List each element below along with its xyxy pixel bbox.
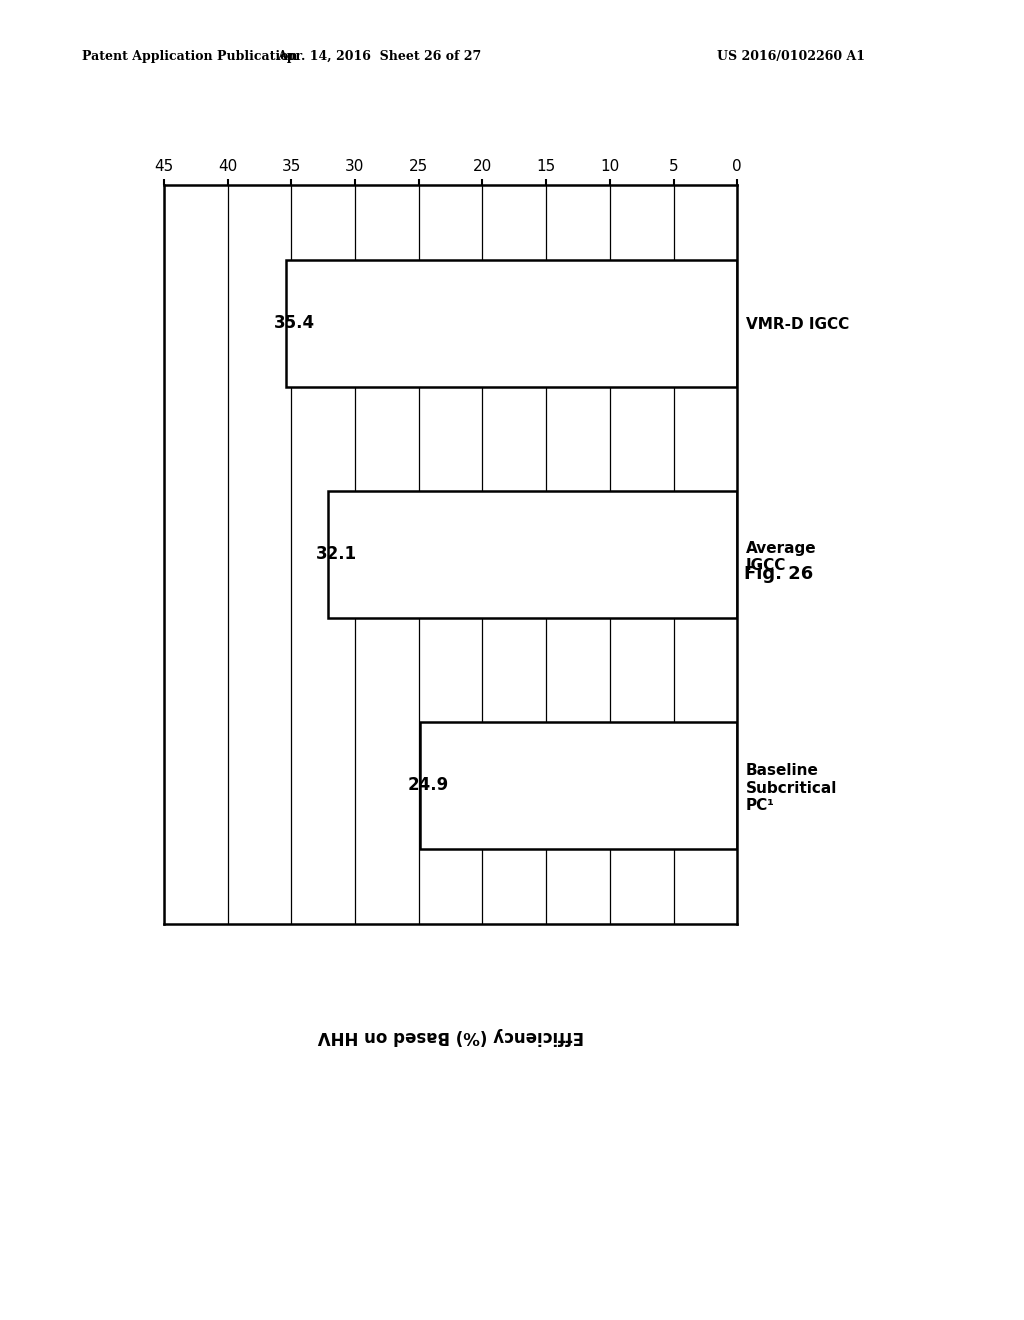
Text: Apr. 14, 2016  Sheet 26 of 27: Apr. 14, 2016 Sheet 26 of 27 [276, 50, 481, 63]
Text: US 2016/0102260 A1: US 2016/0102260 A1 [717, 50, 865, 63]
Text: Patent Application Publication: Patent Application Publication [82, 50, 297, 63]
Text: Efficiency (%) Based on HHV: Efficiency (%) Based on HHV [317, 1027, 584, 1045]
Bar [329, 491, 737, 618]
Text: 32.1: 32.1 [315, 545, 356, 564]
Bar [286, 260, 737, 387]
Text: Fig. 26: Fig. 26 [743, 565, 813, 583]
Text: 24.9: 24.9 [408, 776, 449, 795]
Bar [420, 722, 737, 849]
Text: 35.4: 35.4 [273, 314, 314, 333]
